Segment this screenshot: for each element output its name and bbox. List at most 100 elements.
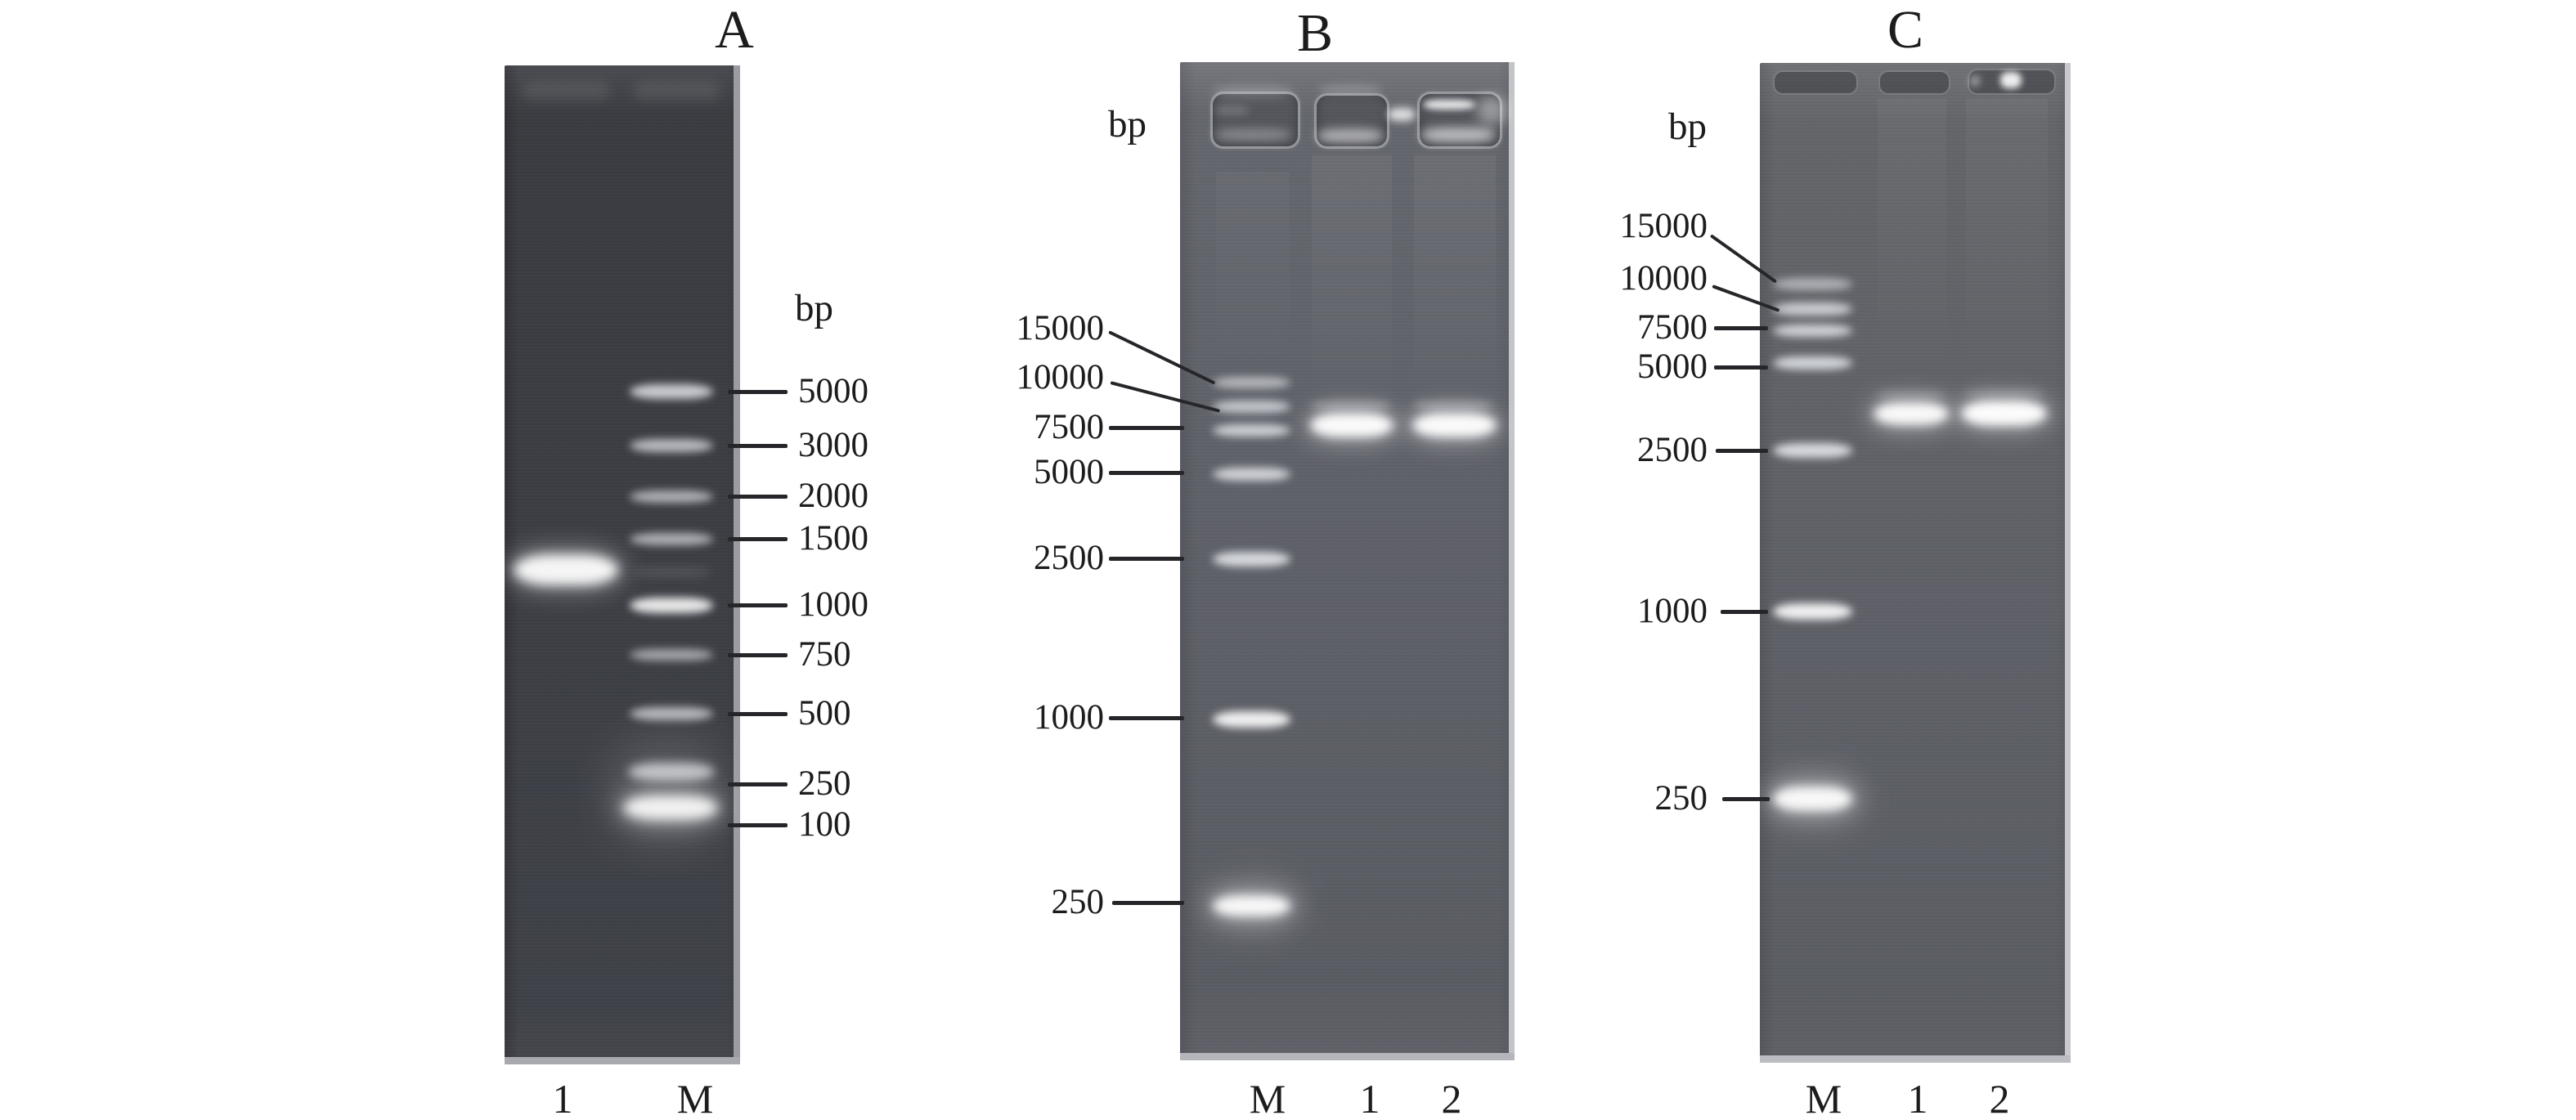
dna-band <box>1874 402 1949 425</box>
marker-label-5000: 5000 <box>798 372 868 410</box>
gel-edge-highlight <box>2065 63 2071 1063</box>
gel-well <box>1210 92 1300 149</box>
lane-label-M: M <box>1249 1076 1286 1120</box>
dna-band <box>1961 401 2047 426</box>
gel-well <box>1773 70 1858 95</box>
marker-tick-line <box>1721 610 1768 614</box>
marker-label-1000: 1000 <box>1034 698 1104 737</box>
dna-band <box>1214 106 1250 114</box>
marker-label-2000: 2000 <box>798 477 868 515</box>
marker-label-2500: 2500 <box>1034 539 1104 577</box>
marker-label-2500: 2500 <box>1637 431 1708 469</box>
marker-tick-line <box>1109 426 1184 430</box>
marker-tick-line <box>1109 557 1184 561</box>
dna-band <box>631 568 711 576</box>
gel-edge-highlight <box>1509 62 1515 1060</box>
bp-unit-label: bp <box>1668 105 1707 148</box>
marker-label-1000: 1000 <box>1637 592 1708 630</box>
dna-band <box>1423 100 1475 110</box>
lane-smear <box>1312 155 1392 413</box>
dna-band <box>2000 72 2022 88</box>
marker-label-3000: 3000 <box>798 426 868 464</box>
gel-edge-highlight <box>1760 1055 2071 1063</box>
marker-tick-line <box>728 823 788 827</box>
dna-band <box>1420 128 1496 142</box>
marker-label-250: 250 <box>798 764 851 803</box>
marker-tick-line <box>1716 449 1768 453</box>
marker-label-15000: 15000 <box>1016 309 1105 347</box>
marker-label-5000: 5000 <box>1637 347 1708 386</box>
dna-band <box>630 491 713 503</box>
dna-band <box>1310 413 1393 437</box>
dna-band <box>514 554 618 585</box>
dna-band <box>1766 775 1860 824</box>
dna-band <box>1773 325 1852 337</box>
dna-band <box>630 598 713 613</box>
dna-band <box>630 439 713 452</box>
marker-label-1000: 1000 <box>798 585 868 624</box>
dna-band <box>1317 129 1384 142</box>
gel-well <box>634 82 720 100</box>
dna-band <box>623 795 718 820</box>
lane-smear <box>1414 155 1496 413</box>
marker-tick-line <box>1112 901 1184 905</box>
dna-band <box>1773 278 1852 290</box>
dna-band <box>1773 356 1852 370</box>
dna-band <box>1213 377 1290 388</box>
gel-image-panel-C <box>1760 63 2071 1063</box>
panel-title-A: A <box>715 0 754 60</box>
dna-band <box>1773 443 1852 458</box>
lane-smear <box>1966 98 2048 392</box>
dna-band <box>628 763 715 781</box>
marker-label-15000: 15000 <box>1619 207 1708 245</box>
panel-title-B: B <box>1296 3 1334 63</box>
marker-label-1500: 1500 <box>798 519 868 558</box>
marker-tick-line <box>728 444 788 448</box>
lane-smear <box>1878 98 1946 392</box>
dna-band <box>1207 883 1299 930</box>
marker-tick-line <box>728 537 788 541</box>
marker-tick-line <box>1714 365 1768 370</box>
lane-label-2: 2 <box>1989 1076 2010 1120</box>
dna-band <box>630 384 713 399</box>
marker-label-7500: 7500 <box>1637 308 1708 347</box>
lane-label-M: M <box>1805 1076 1842 1120</box>
marker-label-250: 250 <box>1051 883 1105 921</box>
panel-title-C: C <box>1887 0 1924 60</box>
marker-tick-line <box>1722 797 1770 801</box>
marker-tick-line <box>728 495 788 499</box>
dna-band <box>1477 96 1508 124</box>
lane-label-1: 1 <box>1907 1076 1928 1120</box>
dna-band <box>1213 468 1290 481</box>
marker-tick-line <box>1714 326 1768 330</box>
marker-tick-line <box>1109 716 1184 720</box>
dna-band <box>1412 413 1497 437</box>
lane-label-1: 1 <box>552 1076 573 1120</box>
marker-tick-line <box>1109 471 1184 475</box>
marker-label-10000: 10000 <box>1016 358 1105 396</box>
dna-band <box>1212 87 1294 96</box>
marker-label-7500: 7500 <box>1034 408 1104 446</box>
dna-band <box>1213 401 1290 413</box>
dna-band <box>1310 401 1392 410</box>
dna-band <box>1875 391 1947 399</box>
dna-band <box>630 707 713 720</box>
gel-edge-highlight <box>505 1057 740 1064</box>
dna-band <box>1213 711 1290 728</box>
dna-band <box>1213 895 1290 916</box>
marker-tick-line <box>728 603 788 607</box>
marker-tick-line <box>728 653 788 657</box>
marker-label-250: 250 <box>1654 779 1708 818</box>
dna-band <box>1213 552 1290 567</box>
dna-band <box>1773 786 1852 811</box>
lane-label-1: 1 <box>1359 1076 1380 1120</box>
dna-band <box>1213 424 1290 437</box>
marker-tick-line <box>728 712 788 716</box>
dna-band <box>630 533 713 545</box>
gel-well <box>523 82 609 100</box>
dna-band <box>630 649 713 661</box>
lane-smear <box>1216 172 1290 376</box>
dna-band <box>1388 108 1416 121</box>
gel-well <box>1878 70 1950 95</box>
